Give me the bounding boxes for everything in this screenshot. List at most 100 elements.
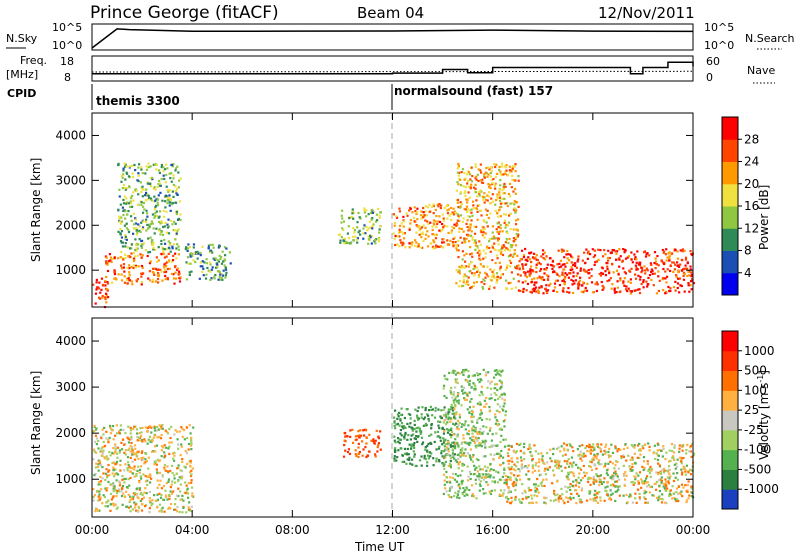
power-cell <box>353 229 357 232</box>
power-cell <box>495 254 499 257</box>
power-cell <box>569 253 572 256</box>
power-cell <box>138 229 141 232</box>
power-cell <box>218 254 221 257</box>
velocity-cell <box>489 427 492 430</box>
power-cell <box>155 210 158 213</box>
velocity-cell <box>167 447 170 450</box>
power-cell <box>596 260 599 263</box>
power-cell <box>429 210 432 213</box>
velocity-cell <box>98 490 101 493</box>
velocity-cell <box>551 469 555 472</box>
power-cell <box>635 268 638 271</box>
power-cell <box>500 251 503 254</box>
velocity-cell <box>646 460 649 463</box>
velocity-cell <box>140 503 144 506</box>
velocity-cell <box>164 429 167 432</box>
velocity-cell <box>106 476 109 479</box>
velocity-cell <box>414 437 417 441</box>
velocity-cell <box>106 505 110 508</box>
velocity-cell <box>150 504 153 507</box>
power-cell <box>546 263 549 266</box>
velocity-cell <box>458 416 461 419</box>
power-cell <box>104 280 107 283</box>
velocity-cell <box>174 508 177 511</box>
velocity-cell <box>136 510 140 513</box>
velocity-cell <box>660 479 663 482</box>
power-cell <box>585 289 589 292</box>
power-cell <box>160 165 163 169</box>
power-cell <box>123 275 126 278</box>
power-cell <box>672 261 675 264</box>
power-cell <box>469 245 472 249</box>
power-cell <box>482 257 485 260</box>
power-cell <box>466 198 469 201</box>
power-cell <box>363 224 366 227</box>
velocity-cell <box>578 498 581 501</box>
velocity-cell <box>675 491 678 494</box>
velocity-cell <box>169 507 172 510</box>
power-cell <box>151 177 154 181</box>
power-cell <box>173 282 176 285</box>
velocity-cell <box>494 470 498 473</box>
power-cell <box>477 269 480 272</box>
velocity-cell <box>192 426 195 429</box>
power-cell <box>468 263 471 266</box>
velocity-cell <box>486 474 489 477</box>
power-cell <box>156 201 159 204</box>
power-cell <box>466 225 469 229</box>
power-cell <box>106 296 110 299</box>
power-cell <box>177 270 181 273</box>
velocity-cell <box>566 477 569 480</box>
power-cell <box>465 205 469 208</box>
power-cell <box>595 281 599 284</box>
velocity-cell <box>109 492 113 496</box>
power-cell <box>482 265 485 268</box>
power-cell <box>184 248 187 251</box>
velocity-cell <box>435 457 438 460</box>
velocity-cell <box>565 490 568 493</box>
power-cell <box>140 281 144 284</box>
velocity-cell <box>664 489 668 493</box>
power-cell <box>483 227 486 231</box>
power-cell <box>165 231 168 234</box>
power-cell <box>460 227 463 231</box>
power-cell <box>140 256 143 259</box>
power-cell <box>143 208 146 211</box>
velocity-cell <box>191 494 194 498</box>
velocity-cell <box>530 497 534 500</box>
velocity-cell <box>144 426 148 429</box>
power-cell <box>690 271 693 274</box>
velocity-cell <box>144 440 147 443</box>
power-cell <box>642 279 645 282</box>
velocity-cell <box>189 432 192 435</box>
power-cell <box>490 169 493 172</box>
power-cell <box>99 291 102 294</box>
power-cell <box>489 186 492 190</box>
power-cell <box>156 203 160 207</box>
velocity-cell <box>135 488 138 491</box>
velocity-cell <box>619 448 622 451</box>
power-cell <box>491 193 494 196</box>
x-tick-label: 00:00 <box>75 523 110 537</box>
power-cell <box>173 266 177 269</box>
power-cell <box>374 242 377 245</box>
velocity-cell <box>468 470 472 473</box>
velocity-cell <box>395 459 398 462</box>
power-cell <box>539 263 542 266</box>
velocity-cell <box>643 443 646 447</box>
power-cell <box>669 264 672 267</box>
power-cell <box>687 270 690 273</box>
velocity-cell <box>665 502 668 505</box>
power-cell <box>161 199 164 202</box>
velocity-cell <box>160 493 163 497</box>
velocity-cell <box>447 413 450 416</box>
power-cell <box>219 273 222 276</box>
velocity-cell <box>415 434 418 438</box>
velocity-cell <box>112 438 115 441</box>
velocity-cell <box>516 474 519 477</box>
velocity-cell <box>527 447 530 451</box>
velocity-cell <box>484 476 487 479</box>
power-cell <box>162 166 165 169</box>
velocity-cell <box>479 416 482 420</box>
power-cell <box>98 296 101 299</box>
